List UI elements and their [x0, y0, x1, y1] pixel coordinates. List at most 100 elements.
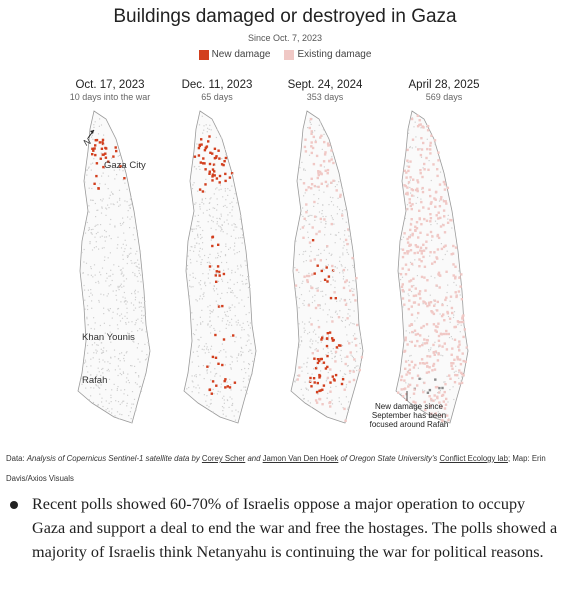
damage-dot: [353, 337, 357, 340]
damage-dot: [226, 310, 228, 313]
damage-dot: [237, 268, 239, 270]
damage-dot: [343, 234, 346, 236]
damage-dot: [326, 184, 329, 188]
damage-dot: [331, 352, 333, 355]
damage-dot: [119, 403, 121, 405]
damage-dot: [436, 234, 439, 238]
source-text-1: Analysis of Copernicus Sentinel-1 satell…: [26, 454, 200, 463]
damage-dot: [223, 395, 225, 397]
damage-dot: [129, 218, 131, 220]
damage-dot: [249, 322, 251, 324]
damage-dot: [444, 381, 446, 383]
damage-dot: [430, 310, 433, 313]
damage-dot: [428, 349, 430, 351]
damage-dot: [248, 350, 250, 353]
damage-dot: [133, 341, 135, 343]
damage-dot: [334, 234, 336, 236]
damage-dot: [325, 215, 327, 218]
damage-dot: [418, 258, 421, 261]
damage-dot: [97, 344, 99, 346]
damage-dot: [457, 290, 461, 293]
damage-dot: [187, 255, 189, 257]
damage-dot: [113, 383, 115, 385]
damage-dot: [102, 338, 104, 340]
damage-dot: [83, 362, 85, 364]
damage-dot: [460, 298, 464, 301]
damage-dot: [93, 352, 95, 354]
damage-dot: [227, 315, 229, 317]
damage-dot: [351, 256, 354, 260]
damage-dot: [229, 202, 231, 205]
damage-dot: [200, 336, 202, 338]
damage-dot: [233, 223, 235, 225]
damage-dot: [439, 274, 442, 277]
damage-dot: [409, 355, 411, 357]
damage-dot: [408, 201, 411, 204]
damage-dot: [310, 406, 312, 408]
damage-dot: [210, 227, 212, 229]
damage-dot: [215, 136, 217, 139]
damage-dot: [408, 324, 411, 327]
damage-dot: [423, 400, 426, 404]
damage-dot: [141, 310, 143, 312]
damage-dot: [188, 295, 191, 297]
damage-dot: [317, 254, 320, 256]
damage-dot: [454, 373, 457, 377]
damage-dot: [300, 388, 302, 390]
damage-dot: [333, 291, 336, 294]
damage-dot: [314, 349, 316, 351]
damage-dot: [308, 321, 311, 323]
damage-dot: [87, 167, 90, 169]
damage-dot: [437, 411, 439, 413]
damage-dot: [119, 285, 121, 287]
damage-dot: [414, 259, 416, 261]
damage-dot: [416, 384, 419, 387]
damage-dot: [248, 335, 250, 337]
damage-dot: [90, 289, 92, 291]
author-link-scher[interactable]: Corey Scher: [201, 454, 246, 463]
damage-dot: [408, 383, 412, 387]
damage-dot: [423, 342, 427, 345]
damage-dot: [450, 253, 453, 256]
damage-dot: [420, 252, 423, 255]
author-link-van-den-hoek[interactable]: Jamon Van Den Hoek: [262, 454, 339, 463]
damage-dot: [309, 214, 311, 216]
damage-dot: [299, 167, 301, 169]
damage-dot: [406, 204, 409, 206]
damage-dot: [352, 369, 354, 371]
damage-dot: [401, 297, 405, 300]
damage-dot: [194, 238, 196, 240]
lab-link[interactable]: Conflict Ecology lab: [439, 454, 508, 463]
damage-dot: [340, 382, 344, 386]
damage-dot: [405, 373, 408, 376]
damage-dot: [443, 231, 447, 234]
damage-dot: [91, 187, 93, 190]
damage-dot: [410, 262, 414, 266]
damage-dot: [124, 300, 126, 302]
damage-dot: [318, 211, 321, 213]
damage-dot: [314, 367, 318, 370]
damage-dot: [221, 292, 223, 294]
damage-dot: [131, 321, 133, 323]
damage-dot: [218, 217, 221, 219]
damage-dot: [354, 360, 357, 362]
damage-dot: [130, 302, 132, 304]
damage-dot: [450, 219, 453, 222]
damage-dot: [128, 382, 130, 384]
damage-dot: [198, 387, 201, 389]
damage-dot: [205, 343, 207, 345]
damage-dot: [404, 336, 407, 339]
damage-dot: [461, 315, 464, 318]
damage-dot: [209, 198, 211, 200]
damage-dot: [302, 394, 304, 396]
damage-dot: [453, 371, 455, 373]
damage-dot: [428, 301, 431, 304]
damage-dot: [239, 218, 241, 220]
damage-dot: [110, 394, 112, 396]
damage-dot: [319, 357, 322, 361]
damage-dot: [412, 294, 416, 298]
damage-dot: [217, 257, 219, 259]
damage-dot: [98, 248, 100, 250]
damage-dot: [426, 391, 430, 394]
damage-dot: [310, 347, 312, 349]
